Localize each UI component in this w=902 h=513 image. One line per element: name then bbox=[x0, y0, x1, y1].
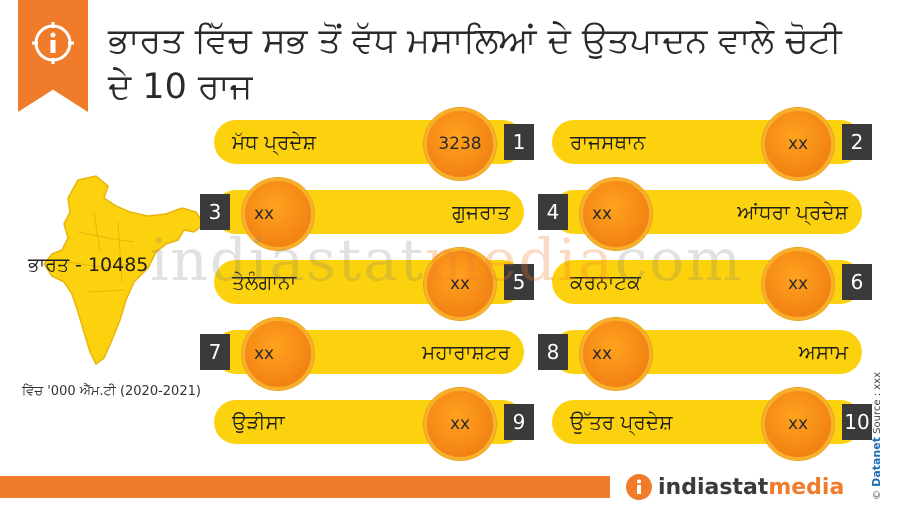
brand-name-part1: indiastat bbox=[658, 474, 769, 500]
value-circle bbox=[424, 248, 496, 320]
footer-bar bbox=[0, 476, 610, 498]
india-map bbox=[43, 175, 206, 366]
source-credit: © Datanet Source : xxx bbox=[870, 340, 883, 500]
rank-badge: 10 bbox=[842, 404, 872, 440]
page-title: ਭਾਰਤ ਵਿੱਚ ਸਭ ਤੋਂ ਵੱਧ ਮਸਾਲਿਆਂ ਦੇ ਉਤਪਾਦਨ ਵ… bbox=[108, 21, 842, 107]
state-name: ਆਂਧਰਾ ਪ੍ਰਦੇਸ਼ bbox=[737, 200, 848, 224]
state-name: ਉੜੀਸਾ bbox=[232, 410, 285, 434]
state-name: ਅਸਾਮ bbox=[798, 340, 848, 364]
state-item: ਤੇਲੰਗਾਨਾ xx 5 bbox=[214, 248, 534, 320]
state-value: xx bbox=[449, 274, 471, 294]
state-name: ਰਾਜਸਥਾਨ bbox=[570, 130, 646, 154]
value-circle bbox=[762, 108, 834, 180]
info-icon bbox=[32, 22, 74, 64]
state-name: ਗੁਜਰਾਤ bbox=[452, 200, 510, 224]
state-value: xx bbox=[591, 344, 613, 364]
state-name: ਕਰਨਾਟਕ bbox=[570, 270, 641, 294]
watermark-part: indiastat bbox=[150, 226, 426, 294]
value-circle bbox=[242, 178, 314, 250]
state-name: ਮਹਾਰਾਸ਼ਟਰ bbox=[422, 340, 510, 364]
value-circle bbox=[242, 318, 314, 390]
watermark: indiastatmediacom bbox=[150, 226, 743, 294]
value-circle bbox=[580, 318, 652, 390]
value-circle bbox=[424, 108, 496, 180]
value-circle bbox=[762, 248, 834, 320]
rank-badge: 8 bbox=[538, 334, 568, 370]
rank-badge: 5 bbox=[504, 264, 534, 300]
value-circle bbox=[580, 178, 652, 250]
state-value: xx bbox=[787, 274, 809, 294]
rank-badge: 2 bbox=[842, 124, 872, 160]
state-value: 3238 bbox=[438, 134, 482, 154]
state-item: ਉੱਤਰ ਪ੍ਰਦੇਸ਼ xx 10 bbox=[552, 388, 872, 460]
state-value: xx bbox=[449, 414, 471, 434]
value-circle bbox=[762, 388, 834, 460]
state-item: xx ਅਸਾਮ 8 bbox=[538, 318, 862, 390]
unit-footnote: ਵਿੱਚ '000 ਐੱਮ.ਟੀ (2020-2021) bbox=[22, 384, 201, 399]
state-item: xx ਮਹਾਰਾਸ਼ਟਰ 7 bbox=[200, 318, 524, 390]
rank-badge: 4 bbox=[538, 194, 568, 230]
credit-brand: Datanet bbox=[870, 437, 883, 487]
watermark-part: com bbox=[614, 226, 744, 294]
rank-badge: 9 bbox=[504, 404, 534, 440]
state-item: ਉੜੀਸਾ xx 9 bbox=[214, 388, 534, 460]
state-item: xx ਗੁਜਰਾਤ 3 bbox=[200, 178, 524, 250]
state-item: xx ਆਂਧਰਾ ਪ੍ਰਦੇਸ਼ 4 bbox=[538, 178, 862, 250]
state-item: ਰਾਜਸਥਾਨ xx 2 bbox=[552, 108, 872, 180]
state-name: ਉੱਤਰ ਪ੍ਰਦੇਸ਼ bbox=[570, 410, 673, 434]
rank-badge: 3 bbox=[200, 194, 230, 230]
state-name: ਮੱਧ ਪ੍ਰਦੇਸ਼ bbox=[232, 130, 316, 154]
india-total-label: ਭਾਰਤ - 10485 bbox=[28, 254, 149, 276]
value-circle bbox=[424, 388, 496, 460]
state-item: ਮੱਧ ਪ੍ਰਦੇਸ਼ 3238 1 bbox=[214, 108, 534, 180]
state-value: xx bbox=[253, 204, 275, 224]
info-icon bbox=[626, 474, 652, 500]
watermark-part: media bbox=[425, 226, 615, 294]
copyright-symbol: © bbox=[872, 490, 883, 500]
source-text: Source : xxx bbox=[872, 372, 883, 434]
state-name: ਤੇਲੰਗਾਨਾ bbox=[232, 270, 297, 294]
rank-badge: 1 bbox=[504, 124, 534, 160]
rank-badge: 6 bbox=[842, 264, 872, 300]
rank-badge: 7 bbox=[200, 334, 230, 370]
state-value: xx bbox=[253, 344, 275, 364]
state-value: xx bbox=[787, 134, 809, 154]
state-value: xx bbox=[787, 414, 809, 434]
state-value: xx bbox=[591, 204, 613, 224]
state-item: ਕਰਨਾਟਕ xx 6 bbox=[552, 248, 872, 320]
brand-logo: indiastat media bbox=[626, 474, 844, 500]
brand-name-part2: media bbox=[768, 474, 845, 500]
